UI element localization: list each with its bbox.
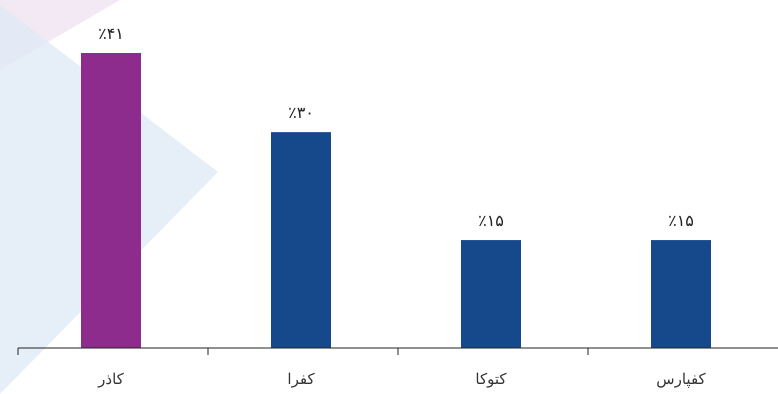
bar [81, 53, 141, 348]
x-tick-label: کتوکا [475, 370, 507, 388]
x-axis [17, 347, 778, 355]
bar-value-label: ٪۴۱ [98, 24, 124, 43]
x-tick-label: کاذر [97, 370, 124, 388]
bar [461, 240, 521, 348]
bars-group [81, 53, 711, 348]
x-tick-label: کفپارس [656, 370, 706, 388]
bar-value-label: ٪۱۵ [668, 211, 694, 230]
bar-value-label: ٪۱۵ [478, 211, 504, 230]
bar [651, 240, 711, 348]
bar [271, 132, 331, 348]
x-tick-label: کفرا [287, 370, 315, 388]
bar-value-label: ٪۳۰ [288, 103, 314, 122]
labels-group: ٪۴۱ کاذر ٪۳۰ کفرا ٪۱۵ کتوکا ٪۱۵ کفپارس [97, 24, 706, 388]
